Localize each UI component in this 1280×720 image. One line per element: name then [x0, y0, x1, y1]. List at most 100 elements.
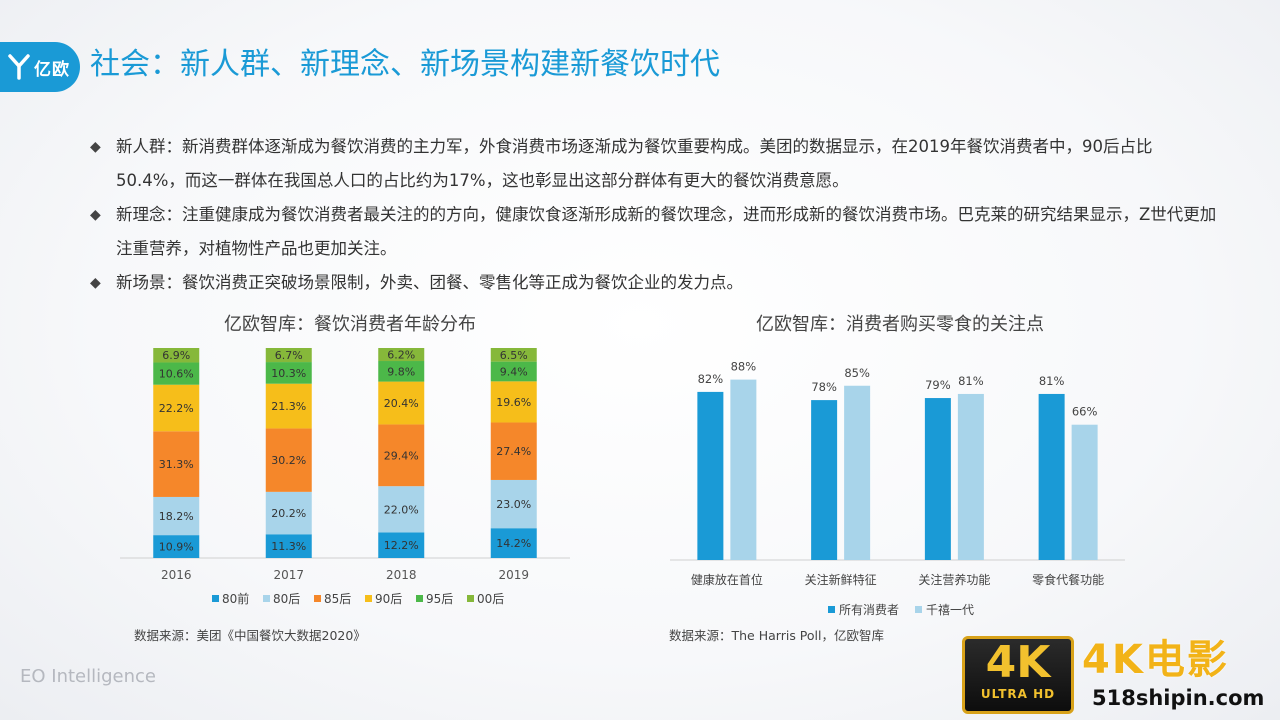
- legend-swatch: [314, 595, 321, 602]
- page-title: 社会：新人群、新理念、新场景构建新餐饮时代: [90, 47, 720, 82]
- legend-label: 00后: [477, 592, 504, 606]
- x-tick-label: 零食代餐功能: [1032, 572, 1104, 587]
- data-label: 22.0%: [384, 503, 419, 516]
- data-label: 81%: [958, 374, 984, 388]
- bar-segment: [378, 361, 425, 382]
- logo-text: 亿欧: [34, 59, 70, 80]
- bullet-item: ◆ 新场景：餐饮消费正突破场景限制，外卖、团餐、零售化等正成为餐饮企业的发力点。: [90, 266, 1220, 300]
- bar-segment: [378, 424, 425, 487]
- data-label: 79%: [925, 378, 951, 392]
- bullet-text: 新人群：新消费群体逐渐成为餐饮消费的主力军，外食消费市场逐渐成为餐饮重要构成。美…: [116, 137, 1153, 190]
- bar: [811, 400, 838, 560]
- bar-segment: [490, 381, 537, 423]
- diamond-icon: ◆: [90, 275, 101, 291]
- watermark-big: 4K: [985, 637, 1051, 688]
- bar-segment: [265, 362, 312, 384]
- data-label: 27.4%: [496, 445, 531, 458]
- bar-segment: [378, 381, 425, 425]
- data-label: 82%: [698, 372, 724, 386]
- bullet-text: 新场景：餐饮消费正突破场景限制，外卖、团餐、零售化等正成为餐饮企业的发力点。: [116, 273, 743, 292]
- bar-segment: [490, 422, 537, 480]
- bar-segment: [265, 383, 312, 429]
- data-label: 12.2%: [384, 539, 419, 552]
- x-tick-label: 2017: [273, 568, 304, 582]
- data-label: 6.9%: [162, 349, 190, 362]
- legend-swatch: [915, 606, 922, 613]
- x-tick-label: 2018: [386, 568, 417, 582]
- age-distribution-chart: 10.9% 18.2% 31.3% 22.2% 10.6% 6.9% 2016 11.3% 20…: [120, 348, 570, 606]
- source-snack: 数据来源：The Harris Poll，亿欧智库: [669, 628, 884, 643]
- data-label: 66%: [1072, 405, 1098, 419]
- bar: [730, 379, 757, 560]
- footer-brand: EO Intelligence: [20, 666, 156, 687]
- watermark-badge: 4K ULTRA HD: [962, 636, 1074, 714]
- bar: [844, 385, 871, 560]
- legend-label: 80前: [222, 591, 249, 606]
- bullet-text: 新理念：注重健康成为餐饮消费者最关注的的方向，健康饮食逐渐形成新的餐饮理念，进而…: [116, 205, 1217, 258]
- bar-segment: [153, 496, 200, 536]
- bar-segment: [153, 348, 200, 363]
- diamond-icon: ◆: [90, 207, 101, 223]
- data-label: 19.6%: [496, 396, 531, 409]
- data-label: 88%: [731, 360, 757, 374]
- data-label: 20.2%: [271, 507, 306, 520]
- data-label: 85%: [844, 366, 870, 380]
- data-label: 22.2%: [159, 402, 194, 415]
- bar-segment: [378, 486, 425, 533]
- x-tick-label: 2016: [161, 568, 192, 582]
- bar-segment: [265, 491, 312, 535]
- data-label: 10.6%: [159, 368, 194, 381]
- logo-badge: 亿欧: [0, 42, 80, 92]
- legend-label: 80后: [273, 592, 300, 606]
- legend-swatch: [828, 606, 835, 613]
- bar-segment: [378, 532, 425, 558]
- bar: [1071, 424, 1098, 560]
- legend-label: 千禧一代: [926, 603, 974, 617]
- bar-segment: [265, 348, 312, 363]
- bar-segment: [153, 431, 200, 497]
- bar-segment: [490, 361, 537, 382]
- legend-swatch: [365, 595, 372, 602]
- data-label: 18.2%: [159, 510, 194, 523]
- bar-segment: [490, 479, 537, 529]
- x-tick-label: 关注新鲜特征: [805, 572, 877, 587]
- x-tick-label: 关注营养功能: [918, 572, 990, 587]
- watermark-url: 518shipin.com: [1092, 686, 1265, 710]
- watermark-small: ULTRA HD: [980, 687, 1056, 701]
- data-label: 78%: [811, 380, 837, 394]
- data-label: 11.3%: [271, 540, 306, 553]
- data-label: 21.3%: [271, 400, 306, 413]
- data-label: 14.2%: [496, 537, 531, 550]
- bar-segment: [265, 534, 312, 558]
- bar-segment: [265, 428, 312, 492]
- data-label: 81%: [1039, 374, 1065, 388]
- data-label: 9.4%: [500, 365, 528, 378]
- data-label: 9.8%: [387, 365, 415, 378]
- bar: [1038, 393, 1065, 560]
- bar-segment: [490, 348, 537, 362]
- x-tick-label: 健康放在首位: [691, 572, 763, 587]
- bar-segment: [153, 535, 200, 558]
- snack-attention-chart: 82% 88% 健康放在首位 78% 85% 关注新鲜特征 79% 81% 关注营养功能 81% 6…: [670, 360, 1125, 617]
- bar: [924, 398, 951, 560]
- legend-label: 85后: [324, 592, 351, 606]
- data-label: 6.7%: [275, 349, 303, 362]
- bar-segment: [378, 348, 425, 362]
- bar-segment: [153, 384, 200, 432]
- bar-segment: [153, 362, 200, 385]
- data-label: 30.2%: [271, 454, 306, 467]
- diamond-icon: ◆: [90, 139, 101, 155]
- data-label: 29.4%: [384, 449, 419, 462]
- data-label: 31.3%: [159, 458, 194, 471]
- chart-title-snack: 亿欧智库：消费者购买零食的关注点: [756, 314, 1044, 335]
- legend-swatch: [416, 595, 423, 602]
- legend-label: 所有消费者: [839, 603, 899, 617]
- legend-swatch: [212, 595, 219, 602]
- bullet-item: ◆ 新人群：新消费群体逐渐成为餐饮消费的主力军，外食消费市场逐渐成为餐饮重要构成…: [90, 130, 1220, 198]
- bar-segment: [490, 528, 537, 558]
- data-label: 10.3%: [271, 367, 306, 380]
- legend-label: 90后: [375, 592, 402, 606]
- source-age: 数据来源：美团《中国餐饮大数据2020》: [134, 628, 366, 643]
- data-label: 10.9%: [159, 541, 194, 554]
- chart-title-age: 亿欧智库：餐饮消费者年龄分布: [224, 314, 476, 335]
